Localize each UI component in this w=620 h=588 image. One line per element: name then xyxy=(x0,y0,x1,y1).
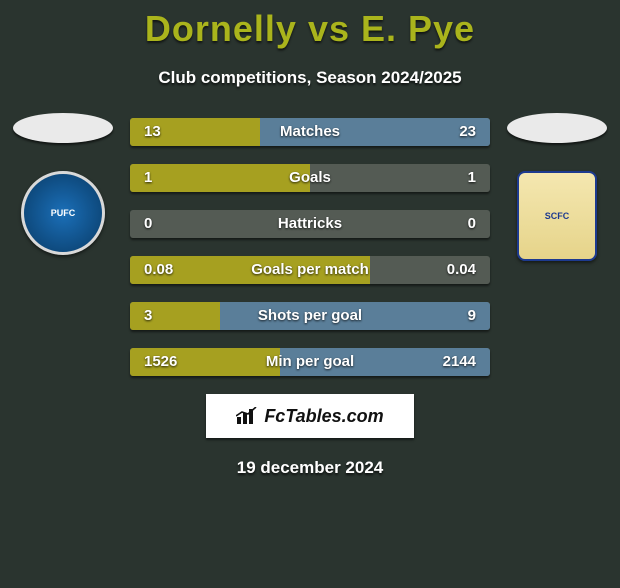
branding-badge: FcTables.com xyxy=(206,394,414,438)
chart-icon xyxy=(236,407,258,425)
date-label: 19 december 2024 xyxy=(0,458,620,478)
club-badge-right: SCFC xyxy=(517,171,597,261)
stat-row: 15262144Min per goal xyxy=(130,348,490,376)
stat-metric-label: Min per goal xyxy=(130,348,490,376)
stat-metric-label: Goals per match xyxy=(130,256,490,284)
page-title: Dornelly vs E. Pye xyxy=(0,8,620,50)
stat-row: 0.080.04Goals per match xyxy=(130,256,490,284)
stat-metric-label: Goals xyxy=(130,164,490,192)
comparison-panel: PUFC SCFC 1323Matches 11Goals 00Hattricks 0… xyxy=(0,118,620,376)
player-right-slot: SCFC xyxy=(502,113,612,261)
stat-row: 39Shots per goal xyxy=(130,302,490,330)
player-left-avatar xyxy=(13,113,113,143)
branding-text: FcTables.com xyxy=(264,406,383,427)
player-right-avatar xyxy=(507,113,607,143)
stat-row: 11Goals xyxy=(130,164,490,192)
stat-metric-label: Shots per goal xyxy=(130,302,490,330)
stat-bars: 1323Matches 11Goals 00Hattricks 0.080.04Goa… xyxy=(130,118,490,376)
player-left-slot: PUFC xyxy=(8,113,118,255)
stat-metric-label: Matches xyxy=(130,118,490,146)
subtitle: Club competitions, Season 2024/2025 xyxy=(0,68,620,88)
stat-row: 00Hattricks xyxy=(130,210,490,238)
stat-metric-label: Hattricks xyxy=(130,210,490,238)
club-badge-left: PUFC xyxy=(21,171,105,255)
stat-row: 1323Matches xyxy=(130,118,490,146)
